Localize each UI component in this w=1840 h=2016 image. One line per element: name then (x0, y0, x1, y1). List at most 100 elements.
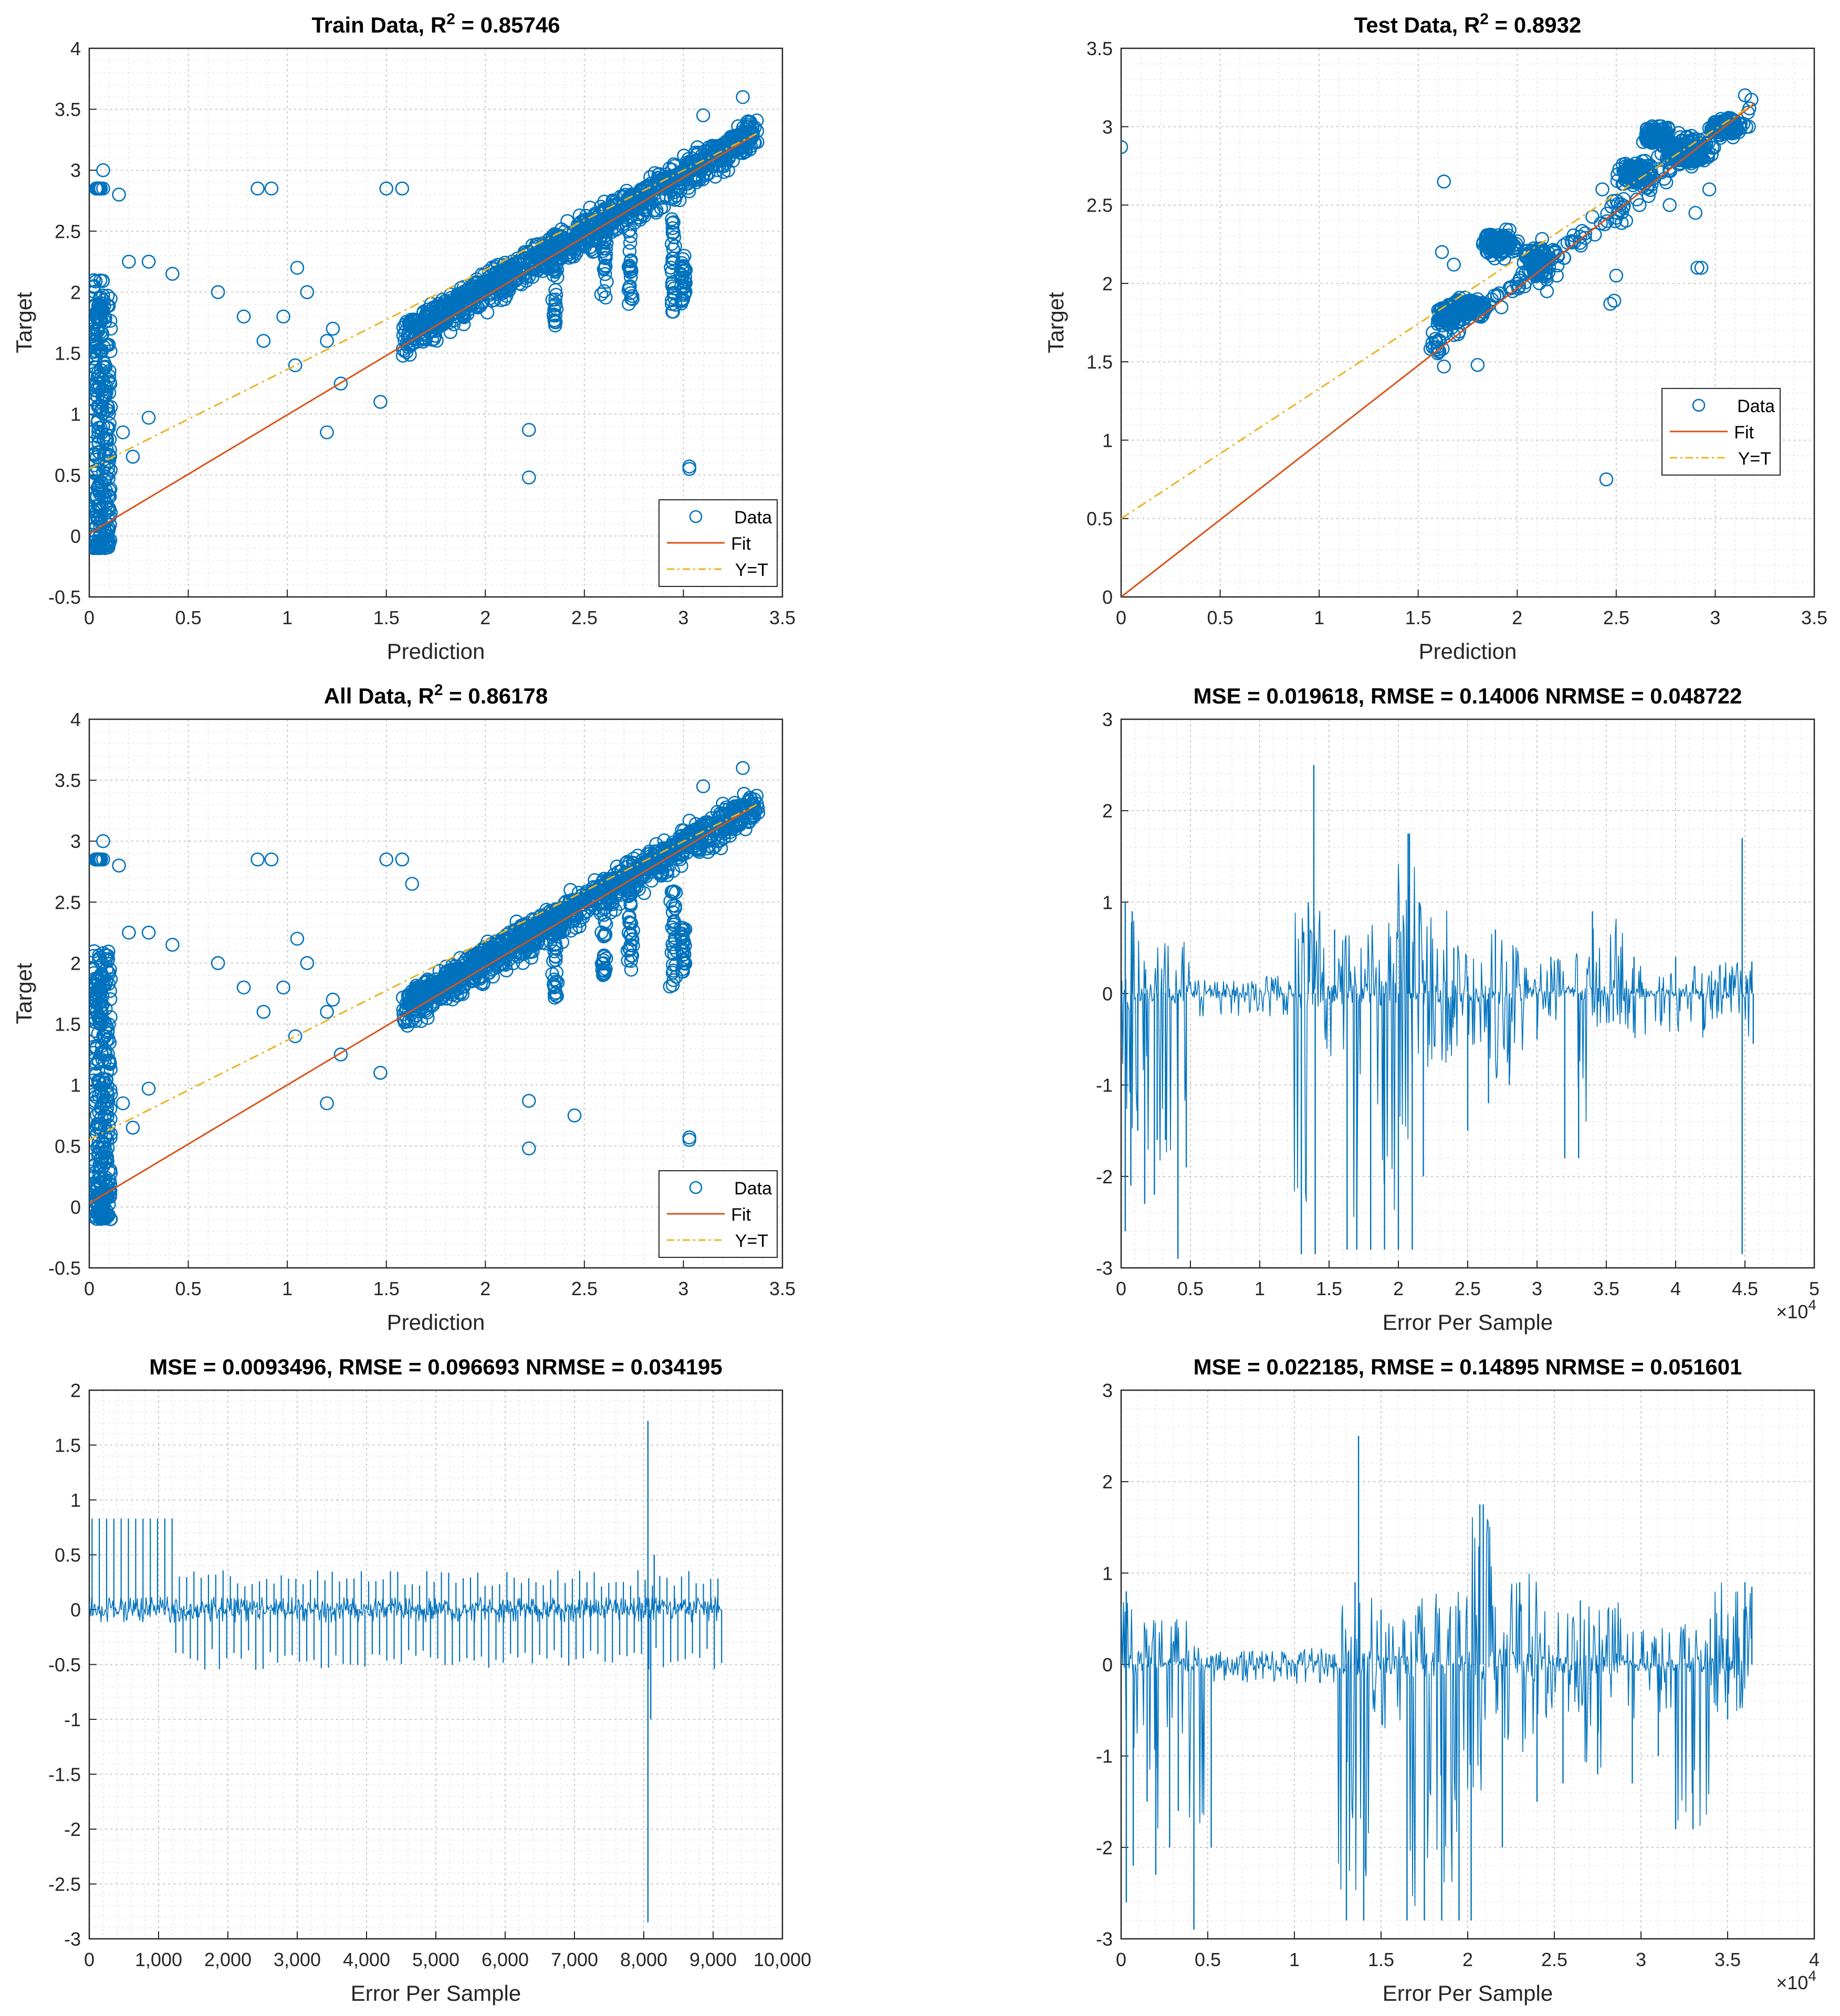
title-value: = 0.86178 (443, 684, 548, 708)
x-tick-label: 0.5 (1207, 607, 1233, 628)
data-point (547, 313, 562, 328)
data-point (598, 258, 613, 272)
chart-panel-all: 0 0.5 1 1.5 2 2.5 3 3.5-0.500.511.522.533.54Pre… (12, 681, 796, 1335)
data-point (1451, 327, 1466, 341)
data-point (505, 254, 520, 269)
data-point (99, 952, 113, 967)
data-point (411, 999, 425, 1013)
data-point (93, 1142, 108, 1156)
data-point (664, 885, 679, 899)
x-tick-label: 2 (480, 1278, 490, 1299)
data-point (1620, 164, 1635, 179)
data-point (1550, 268, 1564, 283)
data-point (99, 1130, 113, 1144)
x-tick-label: 1.5 (373, 1278, 400, 1299)
data-point (1484, 239, 1498, 254)
data-point (112, 858, 126, 873)
data-point (1536, 258, 1550, 272)
x-axis-label: Prediction (387, 1310, 485, 1335)
data-point (373, 395, 388, 409)
data-point (471, 953, 485, 967)
x-tick-label: 1 (1314, 607, 1324, 628)
data-point (462, 286, 477, 300)
data-point (441, 963, 455, 978)
data-point (89, 1040, 101, 1054)
data-point (1511, 280, 1526, 294)
data-point (666, 963, 681, 978)
data-point (90, 399, 105, 414)
y-tick-label: 3 (70, 160, 81, 181)
data-point (1535, 259, 1549, 274)
data-point (1515, 266, 1530, 280)
chart-title: Test Data, R2 = 0.8932 (1354, 10, 1582, 37)
x-tick-label: 0 (84, 1278, 95, 1299)
x-axis-label: Prediction (1419, 639, 1517, 664)
data-point (749, 113, 764, 128)
data-point (141, 411, 156, 425)
data-point (1603, 297, 1617, 311)
data-point (373, 1066, 388, 1080)
data-point (547, 987, 562, 1001)
data-point (736, 90, 750, 104)
data-point (236, 980, 251, 995)
data-point (548, 991, 562, 1005)
data-point (450, 291, 465, 305)
data-point (623, 236, 637, 250)
data-point (623, 897, 637, 912)
y-tick-label: 1.5 (55, 343, 81, 364)
data-point (89, 1170, 101, 1185)
legend-fit-label: Fit (731, 534, 751, 554)
data-point (546, 268, 561, 282)
data-point (624, 291, 638, 306)
data-point (597, 929, 611, 943)
data-point (499, 928, 514, 942)
data-point (662, 841, 676, 855)
legend-data-marker (1692, 398, 1706, 412)
data-point (98, 1075, 112, 1090)
y-tick-label: -0.5 (48, 586, 81, 608)
y-tick-label: 3 (1102, 116, 1113, 138)
data-point (93, 1151, 108, 1166)
data-point (597, 880, 611, 895)
data-point (623, 229, 638, 244)
data-point (1688, 206, 1703, 220)
y-tick-label: 1.5 (1086, 351, 1113, 373)
data-point (621, 859, 635, 874)
data-point (620, 943, 635, 958)
data-point (1738, 88, 1752, 102)
data-point (320, 334, 334, 348)
title-value: = 0.8932 (1489, 13, 1581, 37)
y-tick-label: 3 (70, 831, 81, 852)
data-point (696, 108, 710, 123)
data-point (116, 425, 130, 439)
data-point (597, 908, 611, 922)
y-tick-label: -0.5 (48, 1257, 81, 1279)
data-point (99, 1094, 113, 1109)
data-point (1479, 234, 1493, 248)
data-point (1540, 284, 1554, 299)
data-point (1441, 317, 1455, 331)
data-point (439, 965, 454, 980)
data-point (89, 403, 102, 417)
data-point (89, 490, 103, 505)
data-point (1694, 260, 1709, 275)
data-point (1663, 198, 1677, 212)
data-point (1649, 130, 1663, 144)
data-point (598, 915, 612, 929)
data-point (525, 920, 539, 934)
x-tick-label: 3.5 (769, 1278, 796, 1299)
data-point (379, 852, 394, 867)
data-point (1566, 228, 1581, 243)
data-point (333, 376, 348, 391)
data-point (92, 484, 106, 498)
legend-yt-label: Y=T (735, 560, 768, 580)
data-point (236, 309, 251, 324)
data-point (621, 889, 636, 904)
data-point (548, 949, 563, 963)
y-tick-label: 0.5 (1086, 508, 1113, 530)
data-point (422, 985, 436, 999)
data-point (573, 224, 587, 238)
data-point (97, 387, 111, 402)
data-point (665, 304, 679, 319)
data-point (638, 204, 653, 218)
